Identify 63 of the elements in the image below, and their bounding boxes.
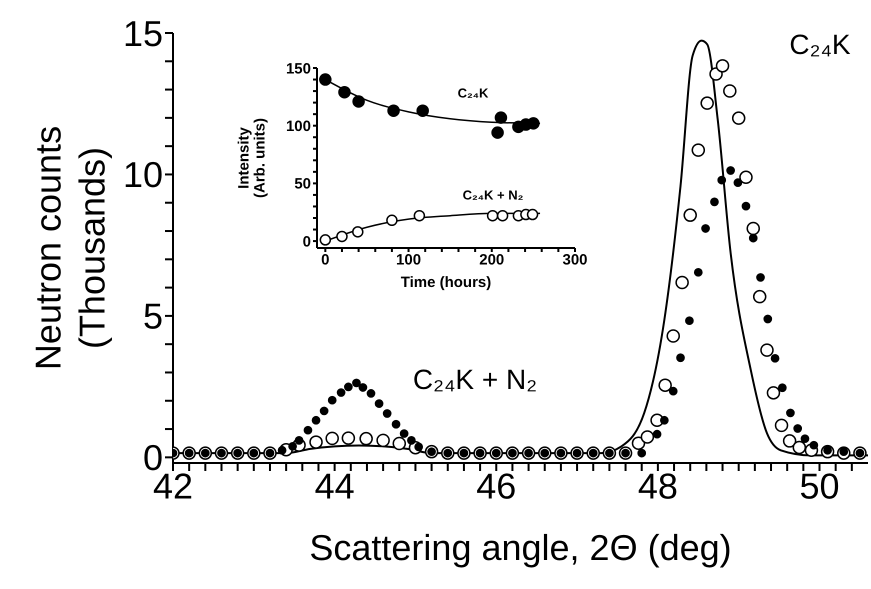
- point: [414, 210, 426, 222]
- point: [746, 222, 760, 236]
- point: [700, 96, 714, 110]
- x-tick-label: 44: [314, 466, 355, 507]
- annotation: C₂₄K + N₂: [462, 188, 524, 202]
- point: [526, 208, 538, 220]
- point: [386, 214, 398, 226]
- x-axis-title: Time (hours): [400, 274, 492, 291]
- point: [792, 440, 806, 454]
- x-tick-label: 300: [562, 252, 588, 269]
- point: [760, 343, 774, 357]
- point: [658, 378, 672, 392]
- point: [352, 95, 365, 108]
- annotation: C₂₄K: [458, 86, 488, 100]
- point: [675, 276, 689, 290]
- point: [774, 418, 788, 432]
- point: [716, 59, 730, 73]
- point: [683, 208, 697, 222]
- point: [325, 432, 339, 446]
- y-tick-label: 100: [286, 118, 311, 136]
- point: [739, 170, 753, 184]
- point: [376, 434, 390, 448]
- point: [692, 143, 706, 157]
- y-axis-title: Neutron counts (Thousands): [28, 126, 112, 370]
- point: [320, 234, 332, 246]
- point: [752, 290, 766, 304]
- point: [352, 226, 364, 238]
- annotation: C₂₄K + N₂: [412, 364, 538, 395]
- x-tick-label: 48: [638, 466, 678, 507]
- point: [416, 104, 429, 117]
- point: [486, 210, 498, 222]
- x-tick-label: 50: [799, 466, 840, 507]
- point: [632, 436, 646, 450]
- x-tick-label: 0: [321, 252, 330, 269]
- x-tick-label: 46: [476, 466, 516, 507]
- point: [392, 436, 406, 450]
- y-axis-title: Intensity (Arb. units): [236, 118, 268, 198]
- point: [342, 431, 356, 445]
- point: [782, 434, 796, 448]
- y-tick-label: 0: [302, 233, 311, 250]
- point: [336, 230, 348, 242]
- point: [309, 435, 323, 449]
- x-axis-title: Scattering angle, 2Θ (deg): [309, 527, 732, 568]
- point: [766, 386, 780, 400]
- point: [494, 111, 508, 124]
- y-tick-label: 50: [294, 176, 311, 193]
- y-tick-label: 5: [142, 296, 163, 337]
- annotation: C₂₄K: [789, 29, 851, 60]
- point: [732, 111, 746, 125]
- point: [640, 430, 654, 444]
- y-tick-label: 15: [122, 12, 163, 54]
- point: [319, 73, 332, 86]
- y-tick-label: 10: [122, 154, 163, 196]
- point: [387, 104, 400, 117]
- point: [723, 84, 737, 98]
- x-tick-label: 200: [479, 252, 504, 269]
- y-tick-label: 150: [286, 60, 311, 78]
- point: [491, 126, 504, 139]
- point: [338, 86, 351, 98]
- point: [359, 432, 373, 446]
- point: [496, 210, 508, 222]
- x-tick-label: 100: [396, 252, 422, 269]
- point: [666, 329, 680, 343]
